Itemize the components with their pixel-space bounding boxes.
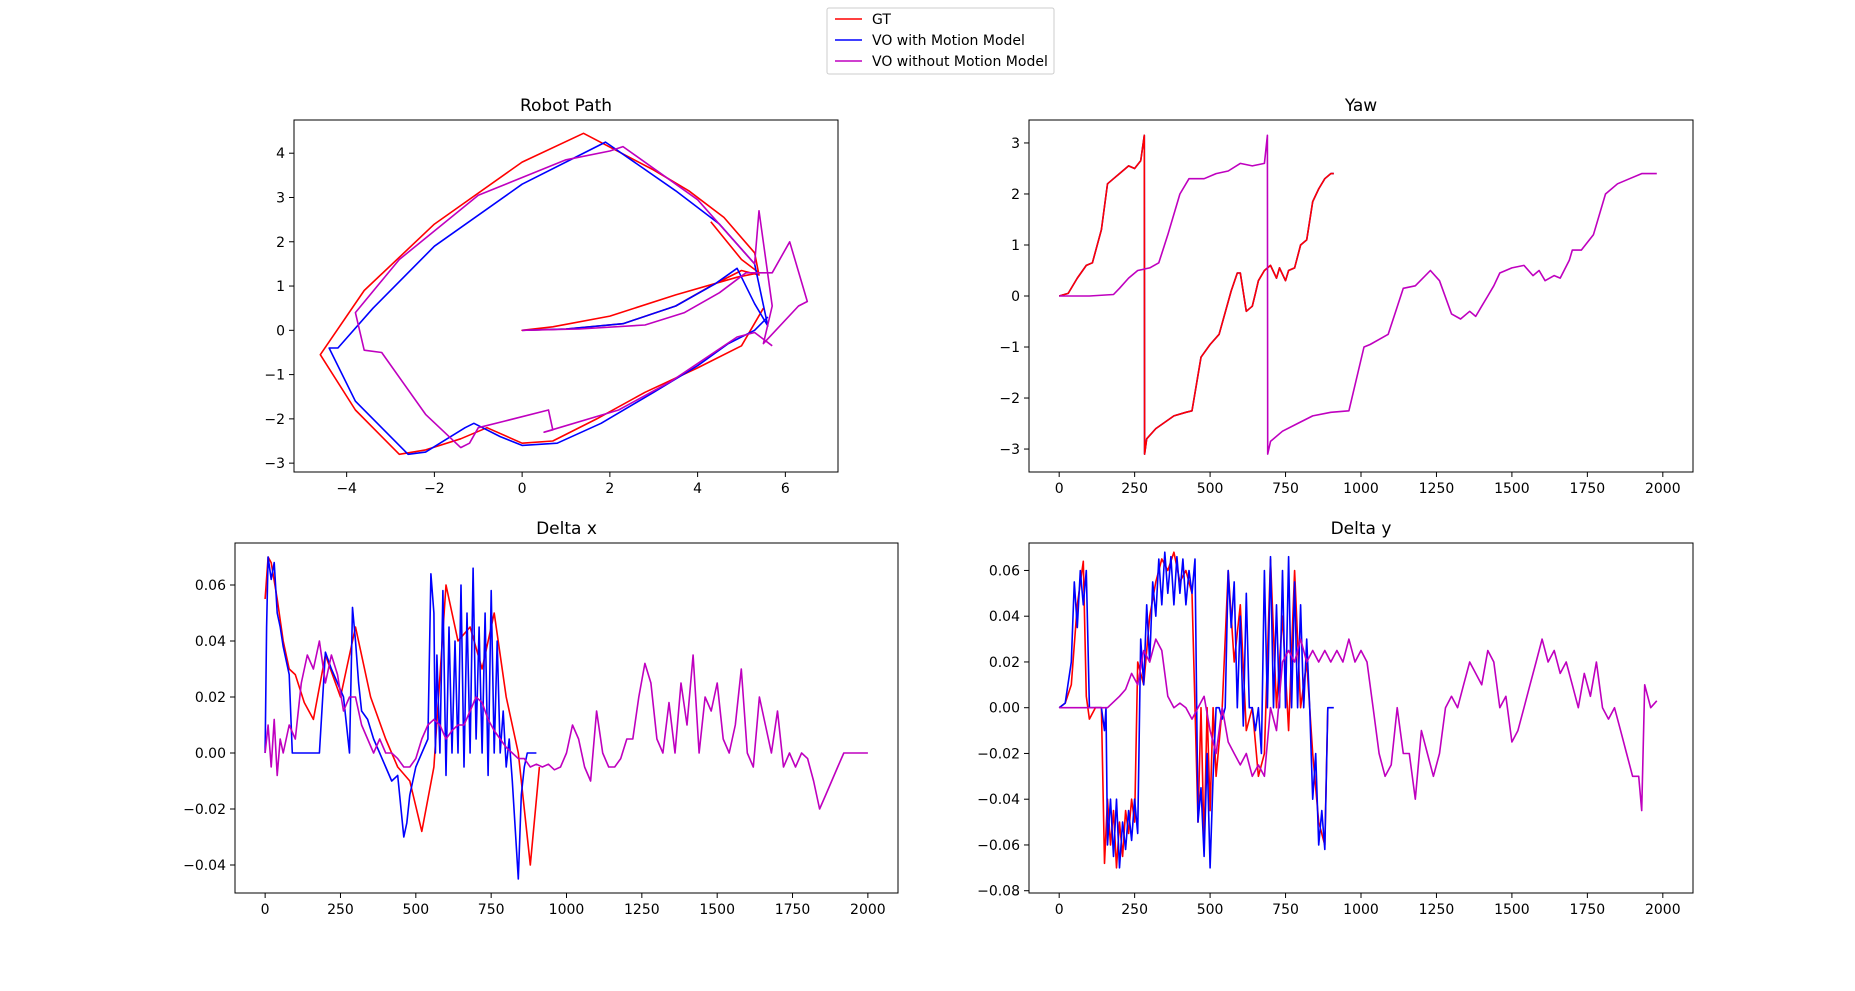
x-tick-label: 1750 — [1570, 481, 1606, 497]
x-tick-label: 0 — [1055, 481, 1064, 497]
x-tick-label: 2000 — [1645, 481, 1681, 497]
x-tick-label: 0 — [1055, 902, 1064, 918]
y-tick-label: 4 — [276, 146, 285, 162]
series-line-vo-with-motion-model — [328, 141, 769, 456]
x-tick-label: 1500 — [1494, 481, 1530, 497]
x-tick-label: 1000 — [549, 902, 585, 918]
y-tick-label: 3 — [1011, 136, 1020, 152]
x-tick-label: 1250 — [1419, 481, 1455, 497]
series-line-vo-with-motion-model — [264, 556, 537, 880]
x-tick-label: 750 — [478, 902, 505, 918]
y-tick-label: −0.02 — [183, 802, 226, 818]
y-tick-label: −3 — [999, 442, 1020, 458]
x-tick-label: 0 — [518, 481, 527, 497]
legend-frame — [826, 7, 1055, 75]
y-tick-label: 1 — [276, 279, 285, 295]
y-tick-label: 0.04 — [195, 634, 226, 650]
x-tick-label: 250 — [1121, 902, 1148, 918]
x-tick-label: 500 — [1197, 481, 1224, 497]
chart-title: Yaw — [1344, 96, 1377, 116]
y-tick-label: −2 — [264, 412, 285, 428]
chart-delta-y: Delta y 0 250 500 750 1000 1250 1500 1750 2000 −0.… — [977, 519, 1694, 918]
chart-yaw: Yaw 0 250 500 750 1000 1250 1500 1750 2000 −3 −2 −1 0… — [999, 96, 1694, 497]
chart-title: Delta y — [1331, 519, 1392, 539]
x-tick-label: 2 — [605, 481, 614, 497]
axes-frame — [293, 119, 839, 473]
legend: GT VO with Motion Model VO without Motio… — [826, 7, 1055, 75]
y-tick-label: 2 — [1011, 187, 1020, 203]
x-tick-label: 500 — [402, 902, 429, 918]
x-tick-label: 500 — [1197, 902, 1224, 918]
chart-title: Robot Path — [520, 96, 612, 116]
y-tick-label: 0.06 — [989, 563, 1020, 579]
y-tick-label: −0.02 — [977, 746, 1020, 762]
y-tick-label: −3 — [264, 456, 285, 472]
y-tick-label: 3 — [276, 190, 285, 206]
x-tick-label: 6 — [781, 481, 790, 497]
y-tick-label: 2 — [276, 235, 285, 251]
y-tick-label: −0.08 — [977, 884, 1020, 900]
y-tick-label: 0.02 — [989, 655, 1020, 671]
x-tick-label: 0 — [261, 902, 270, 918]
chart-robot-path: Robot Path −4 −2 0 2 4 6 −3 −2 −1 0 1 2 3 4 — [264, 96, 839, 497]
x-tick-label: 2000 — [850, 902, 886, 918]
x-tick-label: −2 — [424, 481, 445, 497]
x-tick-label: 2000 — [1645, 902, 1681, 918]
series-line-vo-without-motion-model — [1059, 134, 1657, 455]
y-tick-label: 0.02 — [195, 690, 226, 706]
x-tick-label: 1750 — [775, 902, 811, 918]
y-tick-label: −0.04 — [977, 792, 1020, 808]
chart-delta-x: Delta x 0 250 500 750 1000 1250 1500 1750 2000 −0.… — [183, 519, 899, 918]
x-tick-label: 1000 — [1343, 481, 1379, 497]
x-tick-label: 1500 — [699, 902, 735, 918]
x-tick-label: 1250 — [624, 902, 660, 918]
x-tick-label: 1750 — [1570, 902, 1606, 918]
x-tick-label: 1500 — [1494, 902, 1530, 918]
y-tick-label: 0 — [1011, 289, 1020, 305]
series-line-gt — [1058, 551, 1329, 869]
y-tick-label: −0.04 — [183, 858, 226, 874]
series-line-gt — [1058, 134, 1334, 455]
y-tick-label: −1 — [999, 340, 1020, 356]
x-tick-label: −4 — [336, 481, 357, 497]
series-line-gt — [319, 132, 765, 456]
y-tick-label: −1 — [264, 368, 285, 384]
legend-label-gt: GT — [872, 12, 891, 28]
series-line-vo-without-motion-model — [264, 640, 868, 810]
x-tick-label: 1000 — [1343, 902, 1379, 918]
x-tick-label: 4 — [693, 481, 702, 497]
x-tick-label: 750 — [1272, 902, 1299, 918]
series-line-vo-with-motion-model — [1058, 551, 1334, 869]
y-tick-label: −2 — [999, 391, 1020, 407]
y-tick-label: 0.06 — [195, 578, 226, 594]
y-tick-label: 0.04 — [989, 609, 1020, 625]
y-tick-label: 1 — [1011, 238, 1020, 254]
y-tick-label: 0.00 — [195, 746, 226, 762]
x-tick-label: 750 — [1272, 481, 1299, 497]
legend-label-vo-with-motion-model: VO with Motion Model — [872, 33, 1025, 49]
x-tick-label: 250 — [1121, 481, 1148, 497]
legend-label-vo-without-motion-model: VO without Motion Model — [872, 54, 1048, 70]
x-tick-label: 250 — [327, 902, 354, 918]
y-tick-label: 0 — [276, 323, 285, 339]
series-line-vo-without-motion-model — [1059, 638, 1658, 812]
chart-title: Delta x — [536, 519, 597, 539]
series-line-vo-without-motion-model — [354, 145, 809, 449]
y-tick-label: 0.00 — [989, 701, 1020, 717]
y-tick-label: −0.06 — [977, 838, 1020, 854]
x-tick-label: 1250 — [1419, 902, 1455, 918]
